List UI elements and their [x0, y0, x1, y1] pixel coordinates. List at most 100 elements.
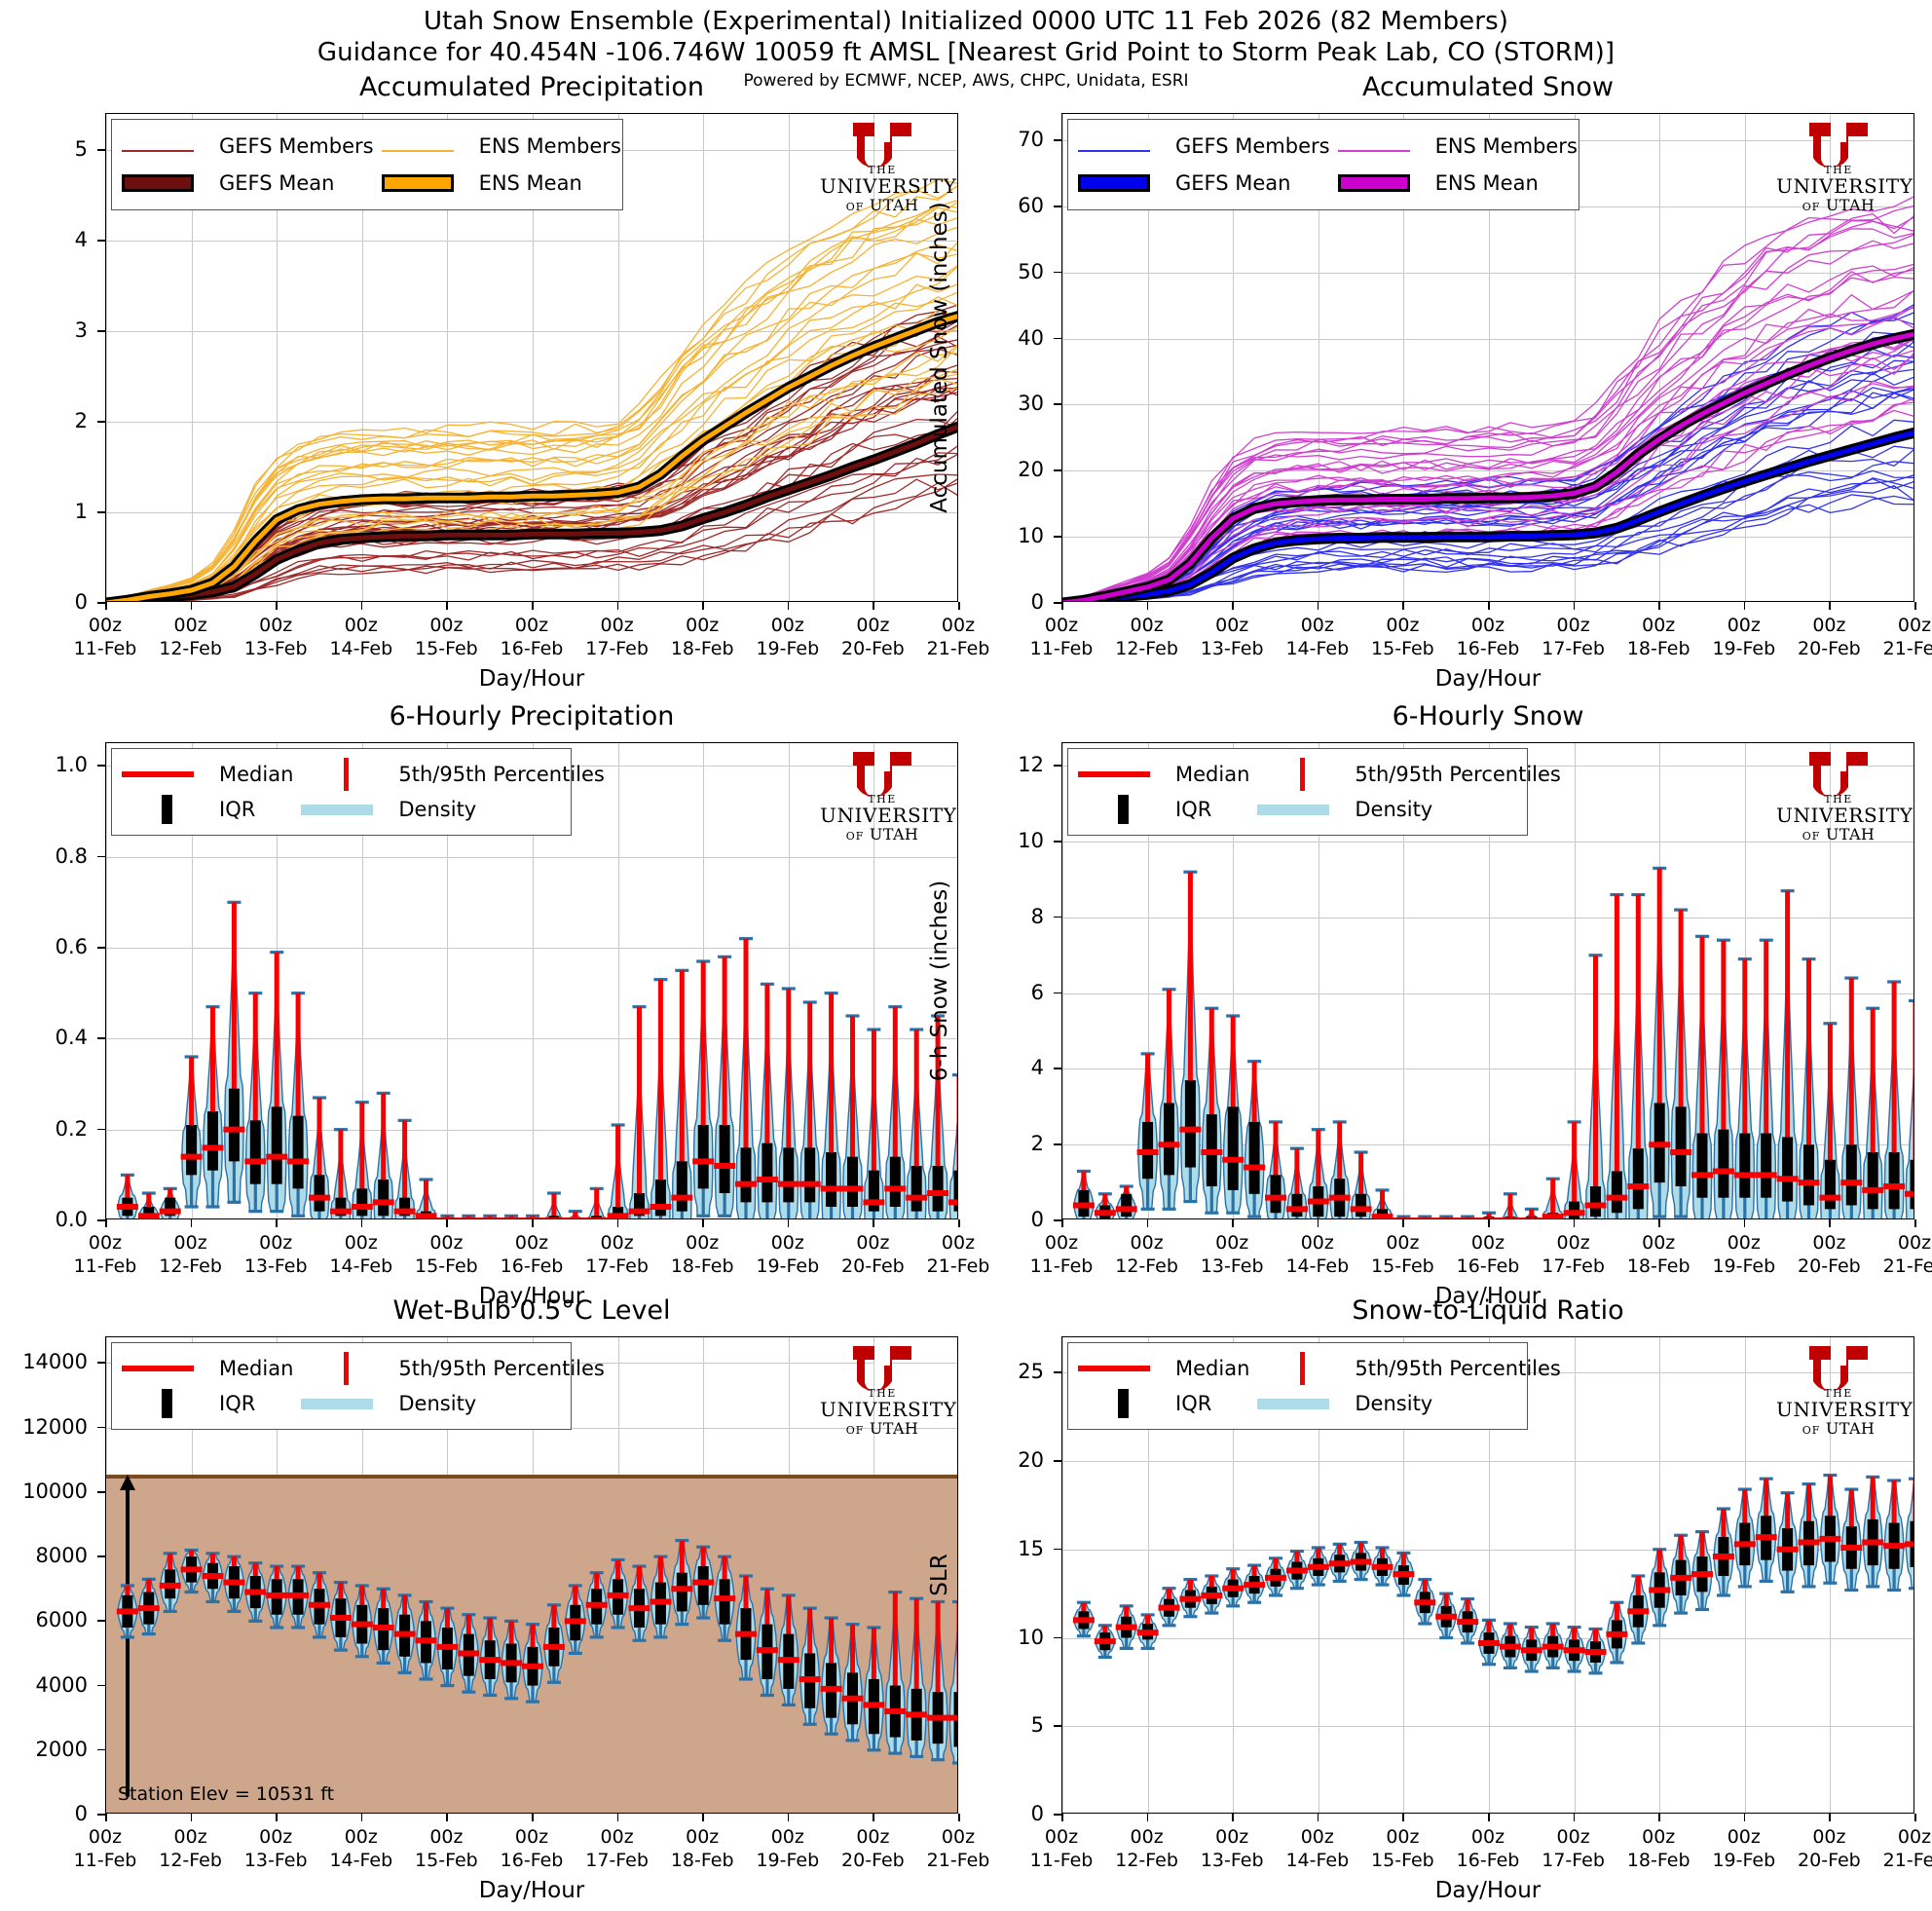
- u-block-icon: [1807, 752, 1870, 806]
- legend-swatch-gefs-mean: [122, 174, 194, 192]
- x-tick-hour: 00z: [941, 1232, 976, 1254]
- x-tick-label: 00z 19-Feb: [756, 1231, 819, 1278]
- legend-swatch-iqr: [1117, 1389, 1129, 1418]
- logo-of-utah-text: OF UTAH: [1802, 1419, 1876, 1438]
- x-tick-mark: [787, 1814, 790, 1821]
- x-tick-label: 00z 16-Feb: [1457, 1231, 1520, 1278]
- gridline-vertical: [703, 114, 705, 601]
- x-tick-hour: 00z: [88, 1232, 123, 1254]
- u-block-icon: [851, 752, 913, 806]
- y-tick-label: 60: [1018, 193, 1044, 217]
- legend-swatch-median: [122, 1366, 194, 1371]
- x-tick-label: 00z 17-Feb: [1542, 1231, 1605, 1278]
- x-tick-mark: [360, 1814, 363, 1821]
- x-tick-mark: [1914, 1219, 1916, 1227]
- x-tick-date: 16-Feb: [1456, 638, 1520, 659]
- x-tick-date: 21-Feb: [1882, 1255, 1932, 1277]
- legend-swatch-median: [1078, 1366, 1150, 1371]
- x-tick-label: 00z 16-Feb: [501, 614, 564, 660]
- y-tick-mark: [1054, 1143, 1061, 1145]
- y-tick-label: 12: [1018, 753, 1044, 777]
- x-tick-mark: [1061, 1814, 1063, 1821]
- x-tick-label: 00z 12-Feb: [159, 614, 222, 660]
- x-tick-date: 13-Feb: [243, 1850, 308, 1871]
- legend-swatch-ens-members: [381, 150, 454, 152]
- university-of-utah-logo: THE UNIVERSITY OF UTAH: [1776, 1346, 1913, 1440]
- gridline-vertical: [447, 743, 449, 1218]
- x-tick-mark: [958, 1219, 960, 1227]
- y-tick-label: 0.6: [55, 935, 88, 958]
- x-tick-label: 00z 13-Feb: [1201, 1825, 1264, 1872]
- x-tick-mark: [958, 1814, 960, 1821]
- x-tick-mark: [873, 1219, 874, 1227]
- x-tick-mark: [1743, 1814, 1746, 1821]
- x-tick-label: 00z 11-Feb: [74, 1231, 137, 1278]
- x-tick-date: 12-Feb: [159, 1255, 222, 1277]
- y-tick-mark: [1054, 403, 1061, 406]
- x-tick-label: 00z 15-Feb: [415, 614, 478, 660]
- y-tick-label: 0: [74, 590, 88, 614]
- legend-label-ens-members: ENS Members: [1434, 134, 1578, 158]
- x-tick-label: 00z 16-Feb: [501, 1231, 564, 1278]
- chart-data-layer: [1072, 1473, 1913, 1675]
- x-tick-mark: [105, 602, 107, 610]
- x-tick-hour: 00z: [686, 1232, 720, 1254]
- x-tick-date: 19-Feb: [1712, 1255, 1776, 1277]
- x-tick-label: 00z 13-Feb: [244, 614, 308, 660]
- gridline-vertical: [873, 114, 875, 601]
- y-tick-mark: [1054, 1068, 1061, 1070]
- y-tick-label: 0.2: [55, 1116, 88, 1141]
- x-tick-label: 00z 20-Feb: [841, 614, 905, 660]
- x-tick-label: 00z 14-Feb: [329, 1231, 392, 1278]
- x-tick-date: 19-Feb: [756, 1850, 820, 1871]
- x-tick-hour: 00z: [1556, 615, 1590, 636]
- gridline-horizontal: [1062, 1461, 1913, 1463]
- logo-of-utah-text: OF UTAH: [845, 1419, 919, 1438]
- y-tick-mark: [97, 1426, 105, 1429]
- y-tick-label: 10: [1018, 524, 1044, 548]
- y-tick-label: 0.0: [55, 1208, 88, 1231]
- y-tick-mark: [1054, 205, 1061, 207]
- x-tick-hour: 00z: [1812, 615, 1846, 636]
- legend-swatch-gefs-members: [122, 150, 194, 152]
- x-axis-title: Day/Hour: [1434, 1878, 1542, 1903]
- legend-swatch-iqr: [1117, 795, 1129, 824]
- y-tick-label: 15: [1018, 1536, 1044, 1560]
- x-tick-date: 18-Feb: [670, 1255, 734, 1277]
- gridline-vertical: [191, 114, 193, 601]
- y-tick-label: 70: [1018, 128, 1044, 152]
- logo-university-text: UNIVERSITY: [820, 1398, 957, 1421]
- gridline-horizontal: [1062, 993, 1913, 994]
- y-tick-label: 0: [1030, 590, 1044, 614]
- x-tick-mark: [1573, 1219, 1576, 1227]
- x-tick-date: 14-Feb: [1285, 1850, 1350, 1871]
- gridline-vertical: [1147, 114, 1149, 601]
- gridline-horizontal: [106, 1038, 957, 1040]
- logo-the-text: THE: [868, 1387, 897, 1400]
- panel-title: Accumulated Snow: [1361, 72, 1615, 102]
- x-tick-label: 00z 14-Feb: [329, 1825, 392, 1872]
- logo-university-text: UNIVERSITY: [1776, 1398, 1913, 1421]
- x-tick-hour: 00z: [770, 615, 804, 636]
- y-tick-label: 1.0: [55, 753, 88, 777]
- x-tick-mark: [1061, 1219, 1063, 1227]
- gridline-horizontal: [106, 1129, 957, 1131]
- x-tick-label: 00z 12-Feb: [159, 1825, 222, 1872]
- x-tick-date: 14-Feb: [329, 1850, 393, 1871]
- x-tick-date: 12-Feb: [1115, 1850, 1178, 1871]
- legend-swatch-whisker: [1299, 758, 1305, 791]
- x-tick-label: 00z 16-Feb: [1457, 1825, 1520, 1872]
- x-tick-label: 00z 20-Feb: [1798, 614, 1861, 660]
- x-tick-mark: [1488, 1814, 1490, 1821]
- logo-of-utah-text: OF UTAH: [845, 196, 919, 214]
- x-tick-hour: 00z: [1470, 1826, 1505, 1848]
- gridline-vertical: [1489, 743, 1490, 1218]
- x-tick-mark: [1573, 1814, 1576, 1821]
- x-tick-date: 14-Feb: [329, 1255, 393, 1277]
- x-tick-date: 12-Feb: [159, 1850, 222, 1871]
